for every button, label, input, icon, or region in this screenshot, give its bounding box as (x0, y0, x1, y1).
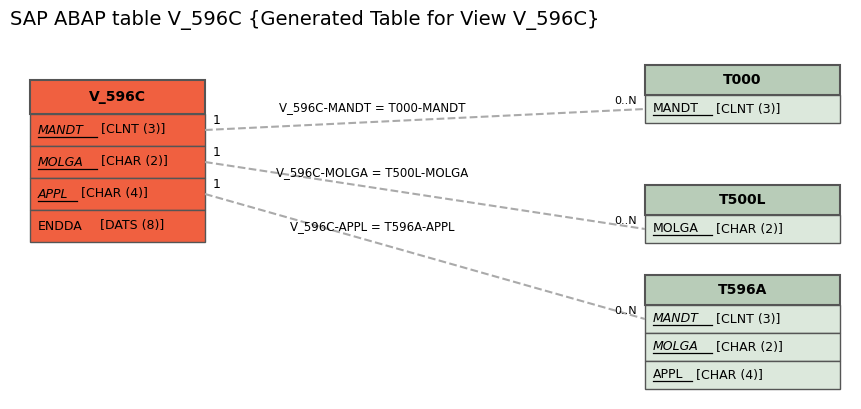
Bar (30, 210, 205, 242)
Text: MANDT: MANDT (653, 103, 699, 115)
Text: [CHAR (2)]: [CHAR (2)] (712, 341, 783, 353)
Text: [CHAR (2)]: [CHAR (2)] (712, 222, 783, 236)
Bar (30, 80, 205, 114)
Text: APPL: APPL (38, 187, 69, 200)
Text: ENDDA: ENDDA (38, 220, 83, 232)
Text: [CHAR (4)]: [CHAR (4)] (692, 369, 763, 382)
Text: [CLNT (3)]: [CLNT (3)] (712, 312, 781, 326)
Text: APPL: APPL (653, 369, 684, 382)
Bar (645, 95, 840, 123)
Text: [CLNT (3)]: [CLNT (3)] (97, 124, 165, 137)
Text: 1: 1 (213, 114, 221, 127)
Text: MOLGA: MOLGA (38, 155, 84, 169)
Bar (30, 178, 205, 210)
Text: SAP ABAP table V_596C {Generated Table for View V_596C}: SAP ABAP table V_596C {Generated Table f… (10, 10, 599, 30)
Text: MOLGA: MOLGA (653, 341, 699, 353)
Bar (645, 333, 840, 361)
Bar (30, 146, 205, 178)
Text: 1: 1 (213, 146, 221, 159)
Bar (645, 65, 840, 95)
Text: V_596C: V_596C (89, 90, 146, 104)
Text: V_596C-APPL = T596A-APPL: V_596C-APPL = T596A-APPL (290, 220, 455, 234)
Text: [CHAR (4)]: [CHAR (4)] (77, 187, 148, 200)
Bar (645, 185, 840, 215)
Bar (645, 215, 840, 243)
Text: MANDT: MANDT (653, 312, 699, 326)
Text: 0..N: 0..N (615, 96, 637, 106)
Bar (30, 114, 205, 146)
Text: 0..N: 0..N (615, 216, 637, 226)
Bar (645, 361, 840, 389)
Text: [CHAR (2)]: [CHAR (2)] (97, 155, 168, 169)
Text: MANDT: MANDT (38, 124, 84, 137)
Text: 0..N: 0..N (615, 306, 637, 316)
Text: 1: 1 (213, 178, 221, 191)
Text: T596A: T596A (718, 283, 767, 297)
Text: V_596C-MOLGA = T500L-MOLGA: V_596C-MOLGA = T500L-MOLGA (276, 166, 468, 180)
Text: MOLGA: MOLGA (653, 222, 699, 236)
Text: [DATS (8)]: [DATS (8)] (96, 220, 164, 232)
Text: V_596C-MANDT = T000-MANDT: V_596C-MANDT = T000-MANDT (279, 101, 466, 114)
Text: T000: T000 (723, 73, 762, 87)
Text: T500L: T500L (719, 193, 766, 207)
Bar (645, 275, 840, 305)
Bar (645, 305, 840, 333)
Text: [CLNT (3)]: [CLNT (3)] (712, 103, 781, 115)
